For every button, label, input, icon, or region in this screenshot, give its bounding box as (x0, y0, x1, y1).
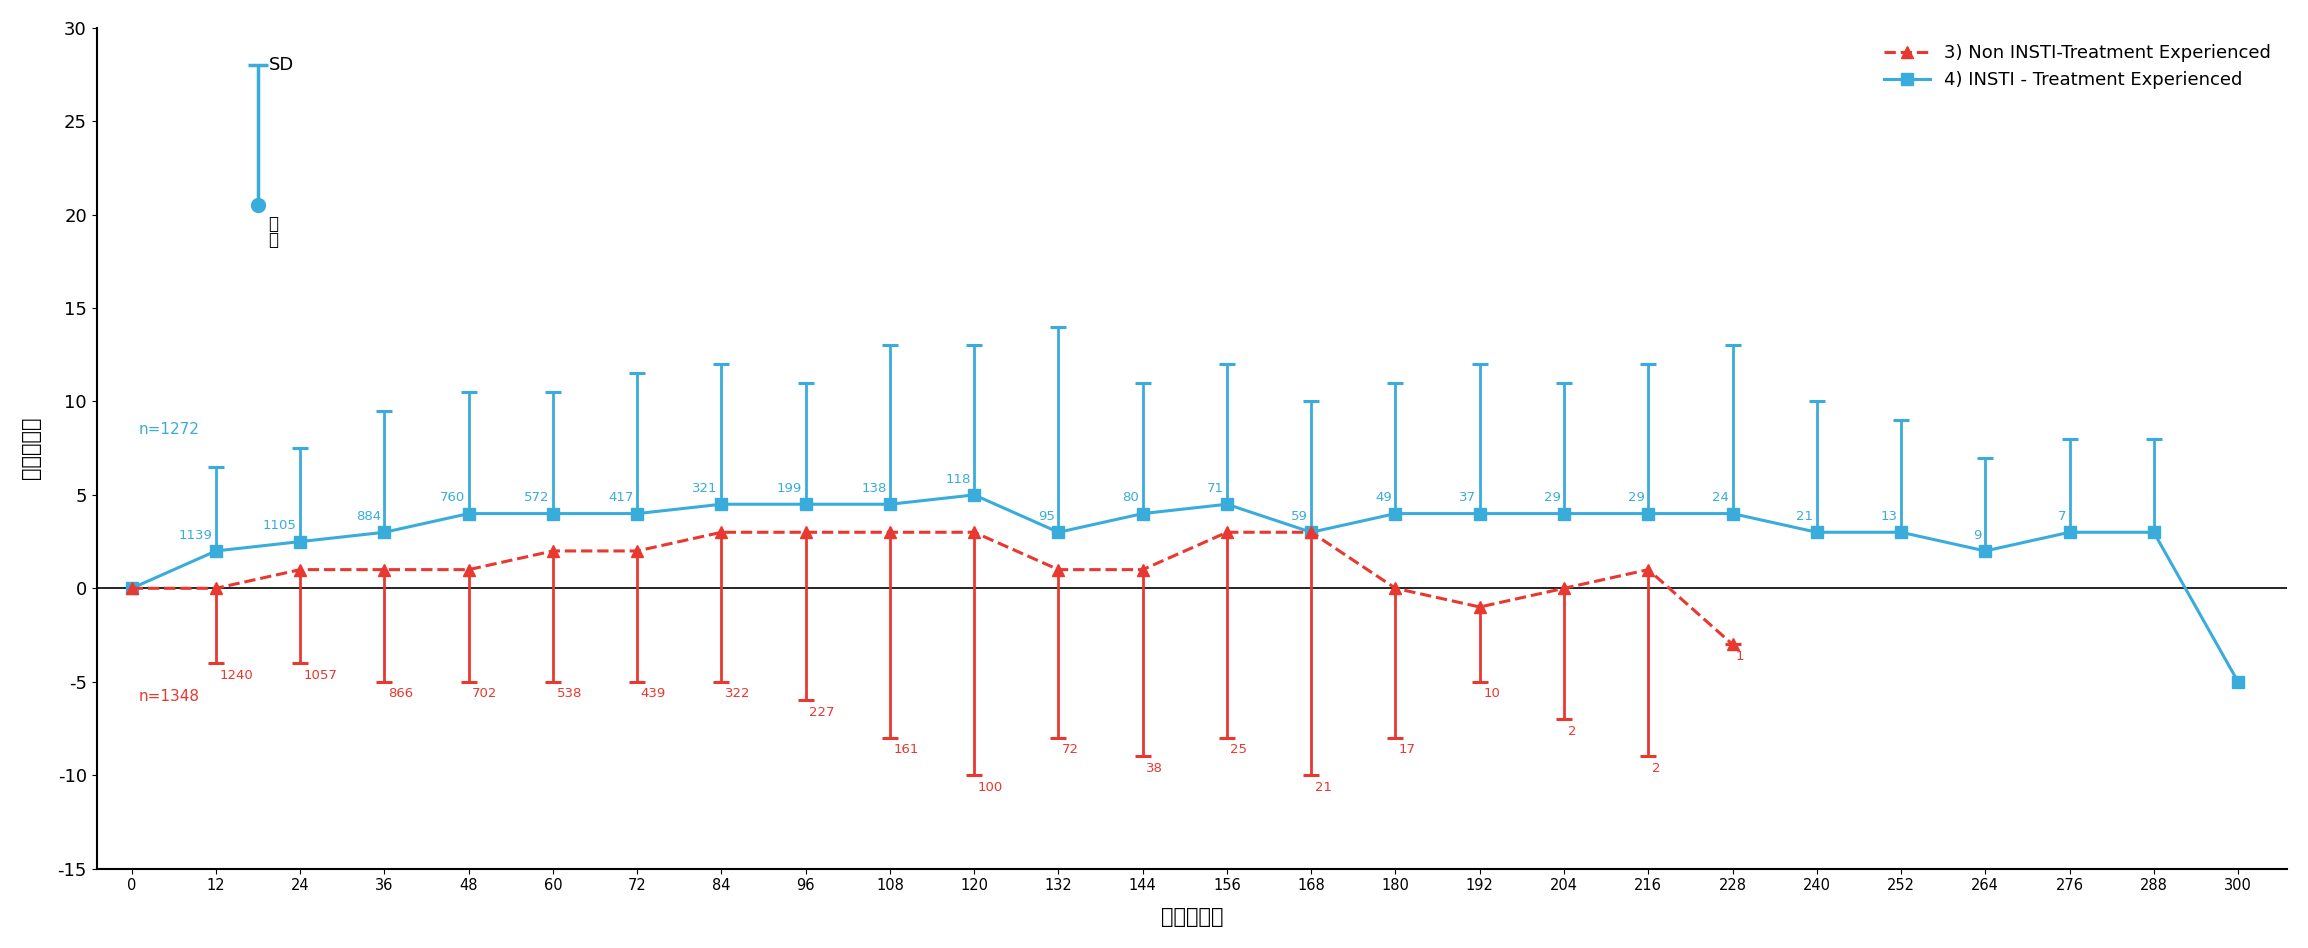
Text: 29: 29 (1544, 491, 1560, 504)
Text: 29: 29 (1627, 491, 1646, 504)
Text: 10: 10 (1484, 687, 1500, 701)
Text: 538: 538 (556, 687, 582, 701)
Text: 2: 2 (1567, 724, 1576, 738)
Text: 866: 866 (388, 687, 413, 701)
X-axis label: 投与後月数: 投与後月数 (1161, 907, 1223, 927)
Text: 37: 37 (1459, 491, 1477, 504)
Text: 71: 71 (1207, 482, 1223, 495)
Text: 199: 199 (778, 482, 803, 495)
Text: 321: 321 (692, 482, 718, 495)
Text: 572: 572 (524, 491, 549, 504)
Text: 1105: 1105 (263, 520, 298, 532)
Text: 平
均: 平 均 (268, 214, 279, 249)
Text: 702: 702 (473, 687, 499, 701)
Text: 1057: 1057 (305, 668, 337, 682)
Text: 49: 49 (1376, 491, 1392, 504)
Text: 25: 25 (1230, 743, 1249, 757)
Text: 322: 322 (725, 687, 750, 701)
Text: SD: SD (268, 56, 293, 74)
Text: n=1272: n=1272 (138, 422, 198, 437)
Text: 21: 21 (1316, 781, 1332, 793)
Legend: 3) Non INSTI-Treatment Experienced, 4) INSTI - Treatment Experienced: 3) Non INSTI-Treatment Experienced, 4) I… (1876, 37, 2278, 97)
Text: 227: 227 (810, 706, 835, 719)
Text: 1139: 1139 (178, 529, 212, 541)
Text: 439: 439 (642, 687, 667, 701)
Text: 24: 24 (1713, 491, 1729, 504)
Text: 100: 100 (979, 781, 1004, 793)
Text: n=1348: n=1348 (138, 689, 201, 704)
Y-axis label: 体重の変化: 体重の変化 (21, 417, 42, 480)
Text: 59: 59 (1290, 510, 1309, 523)
Text: 760: 760 (441, 491, 466, 504)
Text: 138: 138 (861, 482, 886, 495)
Text: 118: 118 (946, 472, 972, 485)
Text: 161: 161 (893, 743, 919, 757)
Text: 7: 7 (2056, 510, 2066, 523)
Text: 38: 38 (1147, 762, 1163, 775)
Text: 80: 80 (1122, 491, 1140, 504)
Text: 1: 1 (1736, 650, 1745, 663)
Text: 2: 2 (1653, 762, 1659, 775)
Text: 1240: 1240 (219, 668, 254, 682)
Text: 884: 884 (355, 510, 381, 523)
Text: 95: 95 (1039, 510, 1055, 523)
Text: 13: 13 (1881, 510, 1897, 523)
Text: 21: 21 (1796, 510, 1814, 523)
Text: 417: 417 (609, 491, 635, 504)
Text: 17: 17 (1399, 743, 1417, 757)
Text: 9: 9 (1973, 529, 1983, 541)
Text: 72: 72 (1062, 743, 1080, 757)
